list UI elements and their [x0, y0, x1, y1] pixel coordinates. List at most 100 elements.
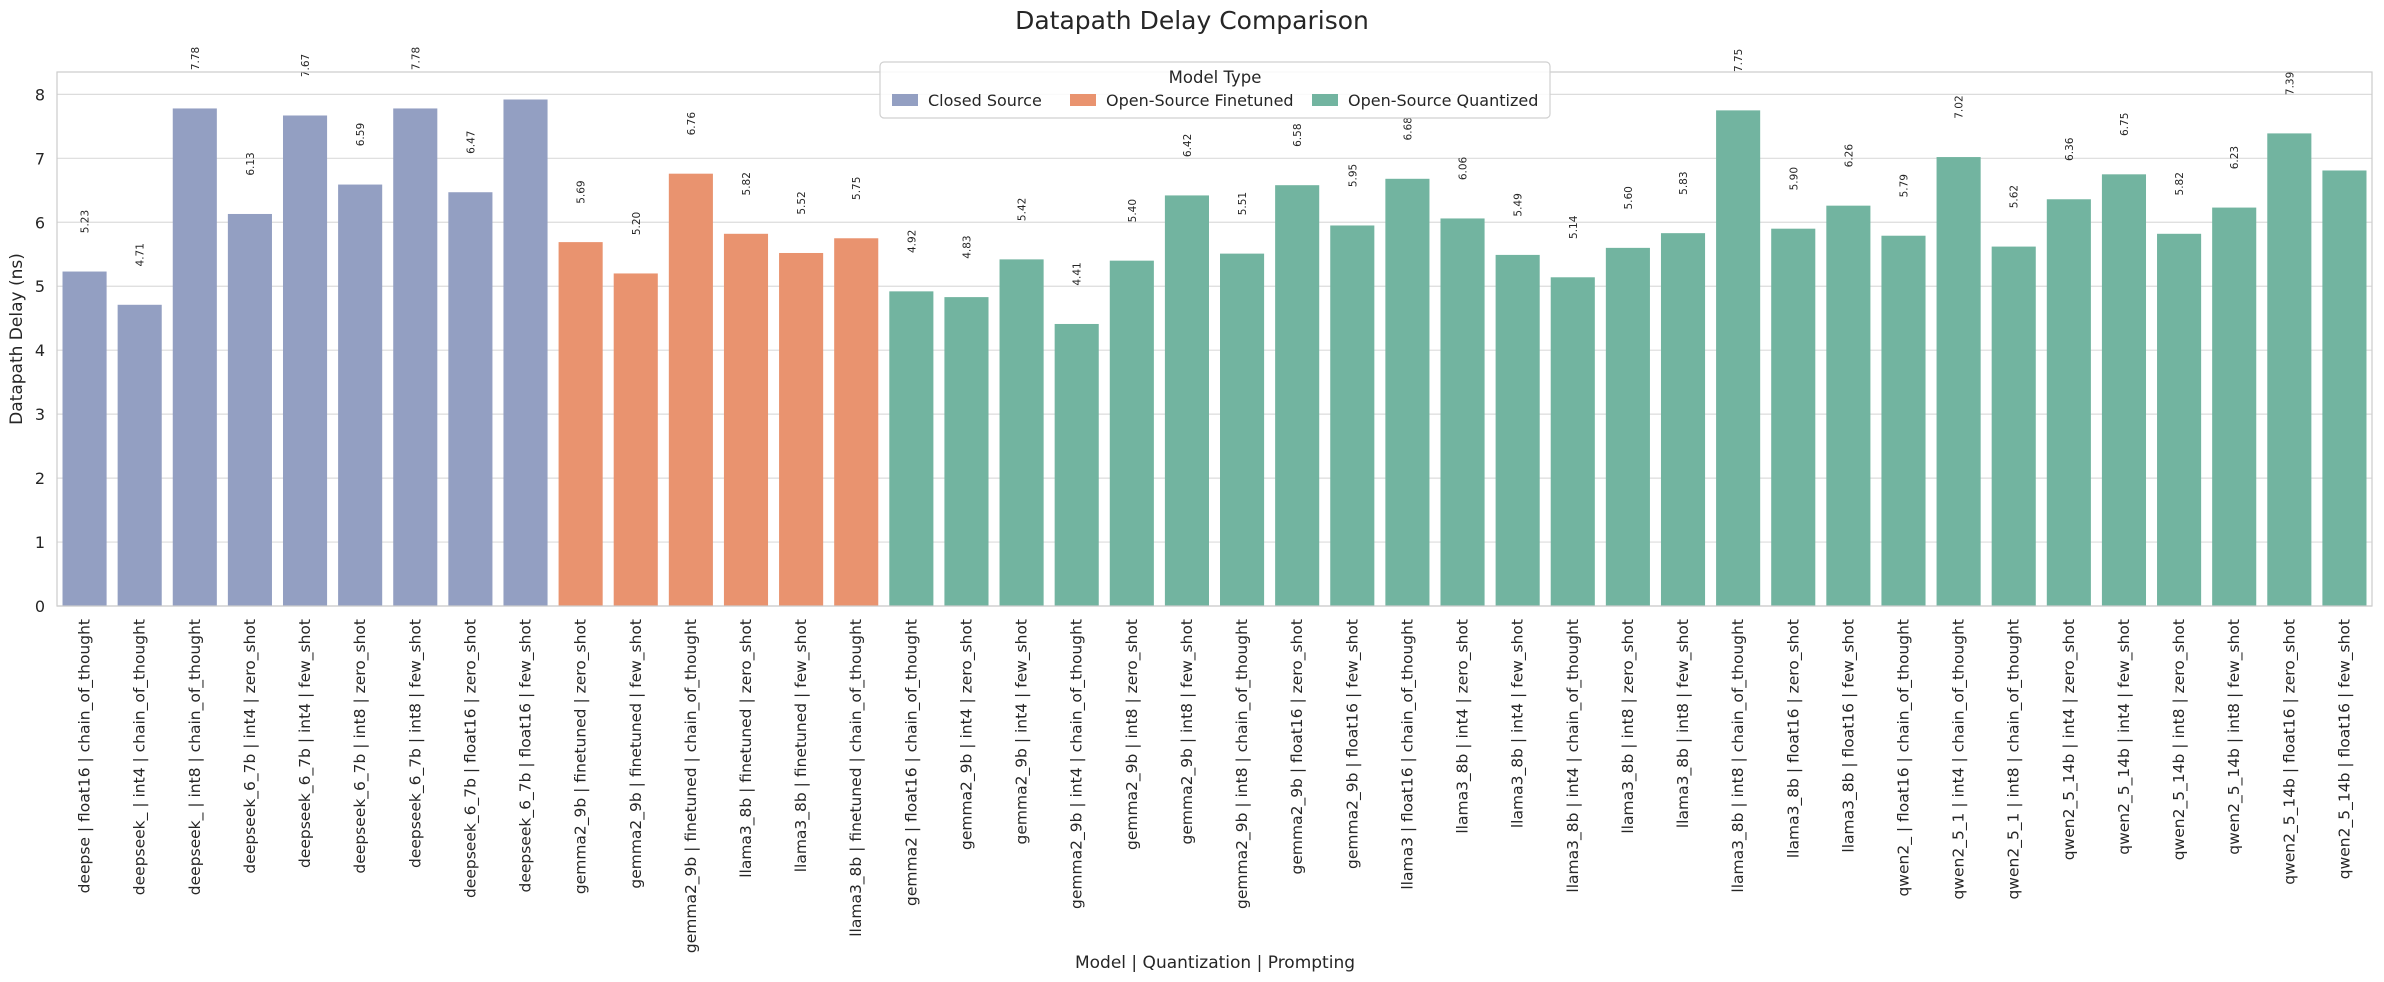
bar — [1440, 218, 1485, 606]
x-tick-label: gemma2_9b | int4 | few_shot — [1013, 619, 1032, 844]
bar — [1826, 205, 1871, 606]
x-tick-label: deepseek_6_7b | float16 | few_shot — [517, 619, 536, 893]
y-tick-label: 7 — [35, 149, 45, 168]
x-tick-label: gemma2_9b | finetuned | chain_of_thought — [682, 619, 701, 953]
y-tick-label: 2 — [35, 469, 45, 488]
data-label: 6.47 — [465, 131, 477, 154]
x-tick-label: deepseek_ | int4 | chain_of_thought — [131, 619, 150, 895]
bar — [227, 213, 272, 607]
x-tick-label: deepseek_ | int8 | chain_of_thought — [186, 619, 205, 895]
data-label: 6.06 — [1458, 156, 1470, 180]
x-tick-label: qwen2_5_14b | int4 | few_shot — [2115, 619, 2134, 855]
bar — [1716, 110, 1761, 607]
bar — [1771, 228, 1816, 607]
data-label: 4.92 — [906, 230, 918, 253]
x-tick-label: gemma2 | float16 | chain_of_thought — [902, 619, 921, 906]
bar — [62, 271, 107, 606]
data-label: 5.75 — [851, 177, 863, 200]
x-axis-label: Model | Quantization | Prompting — [1075, 953, 1355, 973]
data-label: 7.39 — [2284, 72, 2296, 95]
x-tick-label: qwen2_5_14b | int8 | zero_shot — [2170, 619, 2189, 860]
legend-swatch — [1070, 94, 1096, 106]
x-tick-label: llama3_8b | int4 | zero_shot — [1454, 619, 1473, 834]
bars — [62, 99, 2367, 607]
x-tick-label: qwen2_5_14b | float16 | zero_shot — [2280, 619, 2299, 885]
data-label: 5.52 — [796, 191, 808, 214]
legend: Model Type Closed Source Open-Source Fine… — [879, 61, 1551, 119]
x-axis: deepse | float16 | chain_of_thought deeps… — [76, 619, 2355, 953]
bar — [2212, 207, 2257, 607]
data-label: 6.68 — [1402, 117, 1414, 140]
data-label: 7.02 — [1954, 95, 1966, 118]
x-tick-label: gemma2_9b | finetuned | few_shot — [627, 619, 646, 889]
legend-title: Model Type — [1169, 68, 1262, 87]
bar — [889, 291, 934, 606]
data-label: 5.14 — [1568, 215, 1580, 239]
bar — [2267, 133, 2312, 606]
data-label: 5.49 — [1513, 193, 1525, 216]
data-label: 6.26 — [1843, 144, 1855, 168]
x-tick-label: llama3_8b | finetuned | zero_shot — [737, 619, 756, 878]
bar — [338, 184, 383, 606]
data-label: 5.69 — [576, 180, 588, 203]
bar — [1385, 178, 1430, 607]
x-tick-label: qwen2_5_14b | int4 | zero_shot — [2060, 619, 2079, 860]
x-tick-label: llama3_8b | float16 | zero_shot — [1784, 619, 1803, 858]
bar — [117, 304, 162, 606]
bar — [2101, 174, 2147, 606]
x-tick-label: qwen2_ | float16 | chain_of_thought — [1894, 619, 1913, 897]
bar — [1054, 323, 1099, 606]
data-label: 4.41 — [1072, 262, 1084, 285]
x-tick-label: llama3_8b | int8 | zero_shot — [1619, 619, 1638, 834]
x-tick-label: qwen2_5_1 | int8 | chain_of_thought — [2005, 619, 2024, 900]
data-label: 7.78 — [190, 47, 202, 70]
data-label: 4.83 — [961, 235, 973, 258]
y-tick-label: 6 — [35, 213, 45, 232]
bar — [999, 259, 1044, 606]
x-tick-label: deepseek_6_7b | int8 | few_shot — [406, 619, 425, 868]
x-tick-label: deepseek_6_7b | int4 | zero_shot — [241, 619, 260, 874]
bar — [1991, 246, 2036, 606]
bar — [613, 273, 658, 606]
y-tick-label: 0 — [35, 597, 45, 616]
bar — [1275, 185, 1320, 607]
x-tick-label: qwen2_5_14b | int8 | few_shot — [2225, 619, 2244, 855]
bar — [944, 297, 989, 606]
data-label: 5.82 — [741, 172, 753, 195]
y-axis-label: Datapath Delay (ns) — [7, 253, 27, 425]
data-label: 6.58 — [1292, 123, 1304, 146]
data-label: 6.59 — [355, 123, 367, 146]
x-tick-label: llama3 | float16 | chain_of_thought — [1398, 619, 1417, 890]
data-label: 5.60 — [1623, 186, 1635, 209]
x-tick-label: deepseek_6_7b | int4 | few_shot — [296, 619, 315, 868]
x-tick-label: gemma2_9b | int8 | few_shot — [1178, 619, 1197, 844]
bar — [1220, 253, 1265, 606]
legend-entries: Closed Source Open-Source Finetuned Open-S… — [892, 91, 1538, 110]
data-label: 4.71 — [135, 243, 147, 266]
data-label: 6.23 — [2229, 146, 2241, 169]
data-label: 7.75 — [1733, 49, 1745, 72]
bar — [558, 242, 603, 606]
x-tick-label: deepseek_6_7b | int8 | zero_shot — [351, 619, 370, 874]
data-labels: 5.23 4.71 7.78 6.13 7.67 6.59 7.78 6.47 5.69 5.20… — [80, 47, 2297, 286]
data-label: 6.36 — [2064, 137, 2076, 161]
data-label: 5.83 — [1678, 171, 1690, 194]
x-tick-label: llama3_8b | int4 | chain_of_thought — [1564, 619, 1583, 893]
legend-box — [879, 61, 1551, 119]
data-label: 5.42 — [1017, 198, 1029, 221]
bar — [1495, 254, 1540, 606]
data-label: 7.78 — [410, 47, 422, 70]
bar — [1550, 277, 1595, 606]
bar — [1109, 260, 1154, 606]
bar — [723, 233, 769, 606]
data-label: 5.79 — [1898, 174, 1910, 197]
x-tick-label: gemma2_9b | float16 | zero_shot — [1288, 619, 1307, 874]
bar — [668, 173, 713, 606]
x-tick-label: llama3_8b | int4 | few_shot — [1509, 619, 1528, 828]
x-tick-label: gemma2_9b | finetuned | zero_shot — [572, 619, 591, 894]
chart-title: Datapath Delay Comparison — [1015, 6, 1369, 35]
y-tick-label: 3 — [35, 405, 45, 424]
data-label: 5.62 — [2009, 185, 2021, 208]
bar — [1164, 195, 1209, 606]
